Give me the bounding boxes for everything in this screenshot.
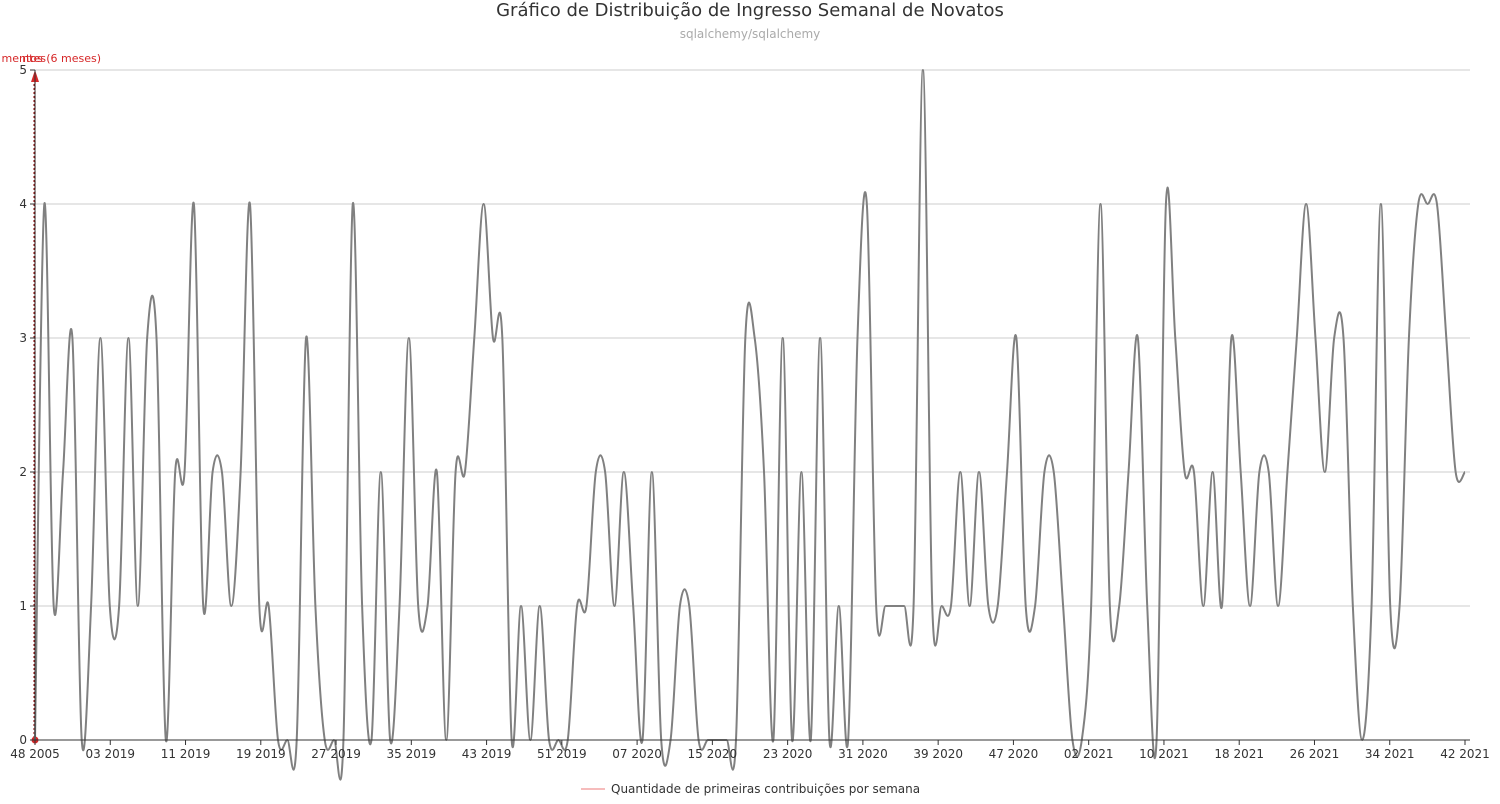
x-tick-label: 42 2021 <box>1440 747 1490 761</box>
x-tick-label: 07 2020 <box>612 747 662 761</box>
legend[interactable]: Quantidade de primeiras contribuições po… <box>581 782 920 796</box>
x-tick-label: 03 2019 <box>85 747 135 761</box>
x-tick-label: 48 2005 <box>10 747 60 761</box>
x-tick-label: 43 2019 <box>462 747 512 761</box>
marker-layer: mentos (6 meses)ntes <box>1 52 101 744</box>
series-line <box>34 68 1466 781</box>
x-tick-label: 26 2021 <box>1290 747 1340 761</box>
x-tick-label: 19 2019 <box>236 747 286 761</box>
marker-label: mentos (6 meses) <box>1 52 101 65</box>
x-tick-label: 35 2019 <box>387 747 437 761</box>
y-tick-label: 1 <box>19 599 27 613</box>
x-tick-label: 34 2021 <box>1365 747 1415 761</box>
x-tick-label: 39 2020 <box>913 747 963 761</box>
marker-label: ntes <box>22 52 46 65</box>
y-tick-label: 2 <box>19 465 27 479</box>
axis-layer: 0 1 2 3 4 5 48 2005 03 2019 11 2019 19 2019 27 201… <box>10 63 1490 761</box>
x-tick-label: 15 2020 <box>688 747 738 761</box>
x-tick-label: 11 2019 <box>161 747 211 761</box>
y-tick-label: 3 <box>19 331 27 345</box>
x-tick-label: 31 2020 <box>838 747 888 761</box>
x-tick-label: 27 2019 <box>311 747 361 761</box>
x-tick-label: 47 2020 <box>989 747 1039 761</box>
chart-subtitle: sqlalchemy/sqlalchemy <box>680 27 821 41</box>
x-tick-label: 02 2021 <box>1064 747 1114 761</box>
series-layer <box>34 68 1466 781</box>
y-tick-label: 4 <box>19 197 27 211</box>
grid-layer <box>35 69 1470 741</box>
legend-label: Quantidade de primeiras contribuições po… <box>611 782 920 796</box>
y-tick-label: 0 <box>19 733 27 747</box>
x-tick-label: 10 2021 <box>1139 747 1189 761</box>
x-tick-label: 51 2019 <box>537 747 587 761</box>
x-tick-label: 18 2021 <box>1214 747 1264 761</box>
y-tick-label: 5 <box>19 63 27 77</box>
x-tick-label: 23 2020 <box>763 747 813 761</box>
chart-title: Gráfico de Distribuição de Ingresso Sema… <box>496 0 1004 21</box>
